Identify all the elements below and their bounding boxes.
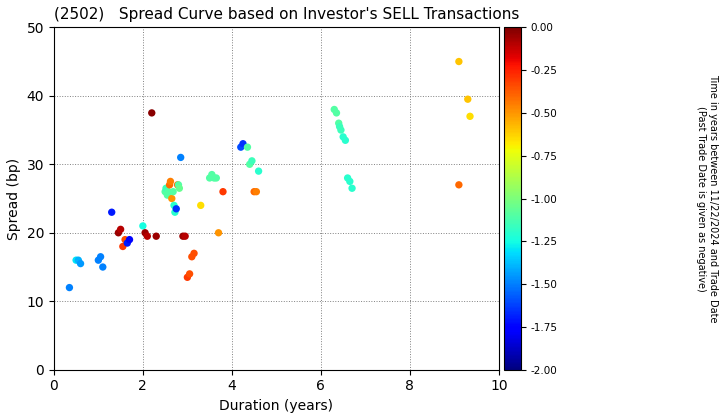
Point xyxy=(175,154,186,161)
Point xyxy=(73,257,84,263)
Point xyxy=(208,175,220,181)
Point xyxy=(242,144,253,150)
Point xyxy=(161,185,172,192)
Point xyxy=(137,223,148,229)
Point xyxy=(117,243,129,250)
Point xyxy=(93,257,104,263)
Point xyxy=(172,181,184,188)
Point xyxy=(164,181,176,188)
Y-axis label: Spread (bp): Spread (bp) xyxy=(7,158,21,239)
Point xyxy=(124,236,135,243)
Point xyxy=(168,202,180,209)
Point xyxy=(63,284,75,291)
Point xyxy=(195,202,207,209)
Point xyxy=(462,96,474,102)
Point xyxy=(181,274,193,281)
Point xyxy=(213,229,225,236)
Point xyxy=(238,140,249,147)
Point xyxy=(177,233,189,239)
Point xyxy=(95,253,107,260)
Point xyxy=(464,113,476,120)
Point xyxy=(169,209,181,215)
Point xyxy=(206,171,217,178)
Point xyxy=(161,192,173,199)
Point xyxy=(97,264,109,270)
Point xyxy=(235,144,246,150)
Point xyxy=(248,188,260,195)
Point xyxy=(75,260,86,267)
Point xyxy=(210,175,222,181)
Point xyxy=(166,195,178,202)
Point xyxy=(115,226,127,233)
Point xyxy=(338,134,349,140)
X-axis label: Duration (years): Duration (years) xyxy=(220,399,333,413)
Point xyxy=(189,250,200,257)
Point xyxy=(330,110,342,116)
Point xyxy=(328,106,340,113)
Y-axis label: Time in years between 11/22/2024 and Trade Date
(Past Trade Date is given as neg: Time in years between 11/22/2024 and Tra… xyxy=(696,74,718,323)
Point xyxy=(173,181,184,188)
Point xyxy=(167,188,179,195)
Point xyxy=(179,233,191,239)
Point xyxy=(217,188,229,195)
Point xyxy=(246,158,258,164)
Point xyxy=(204,175,215,181)
Point xyxy=(344,178,356,185)
Point xyxy=(336,127,347,134)
Point xyxy=(253,168,264,174)
Point xyxy=(142,233,153,239)
Point xyxy=(140,229,151,236)
Point xyxy=(453,58,464,65)
Point xyxy=(333,120,344,126)
Point xyxy=(159,188,171,195)
Point xyxy=(186,253,197,260)
Point xyxy=(146,110,158,116)
Point xyxy=(112,229,124,236)
Point xyxy=(340,137,351,144)
Point xyxy=(342,175,354,181)
Point xyxy=(251,188,262,195)
Point xyxy=(165,178,176,185)
Point xyxy=(174,185,185,192)
Text: (2502)   Spread Curve based on Investor's SELL Transactions: (2502) Spread Curve based on Investor's … xyxy=(54,7,519,22)
Point xyxy=(122,240,133,247)
Point xyxy=(346,185,358,192)
Point xyxy=(150,233,162,239)
Point xyxy=(453,181,464,188)
Point xyxy=(171,205,182,212)
Point xyxy=(106,209,117,215)
Point xyxy=(71,257,82,263)
Point xyxy=(120,236,131,243)
Point xyxy=(163,188,174,195)
Point xyxy=(184,270,195,277)
Point xyxy=(334,123,346,130)
Point xyxy=(244,161,256,168)
